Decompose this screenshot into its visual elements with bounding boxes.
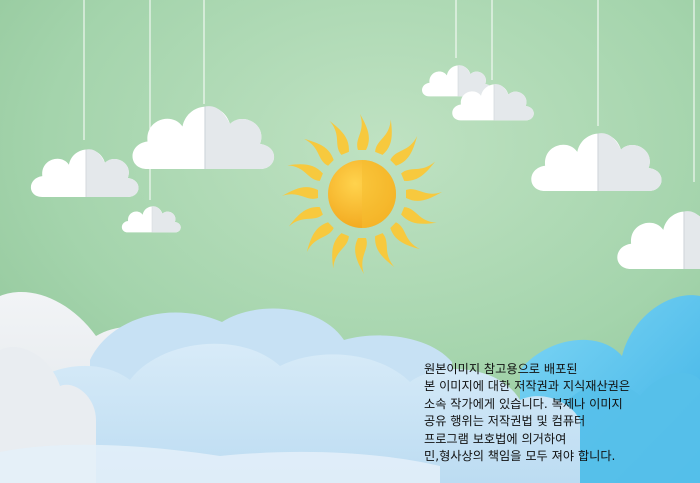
sun-ray (287, 164, 323, 181)
sun-ray (375, 233, 395, 268)
sun-ray (329, 120, 349, 155)
sun-ray (306, 222, 334, 252)
sun-ray (357, 114, 369, 150)
sun-ray (288, 207, 323, 227)
sun-ray (390, 222, 420, 250)
notice-line: 원본이미지 참고용으로 배포된 (424, 362, 578, 376)
notice-line: 소속 작가에게 있습니다. 복제나 이미지 (424, 396, 623, 411)
notice-line: 공유 행위는 저작권법 및 컴퓨터 (424, 414, 586, 429)
bottom-cloud-layers (0, 292, 700, 483)
sun-ray (401, 207, 437, 224)
sun-ray (355, 238, 367, 274)
copyright-notice: 원본이미지 참고용으로 배포된 본 이미지에 대한 저작권과 지식재산권은 소속… (424, 361, 700, 465)
sun-ray (332, 233, 349, 269)
bottom-cloud-white-base (0, 444, 440, 483)
sun-ray (390, 136, 418, 166)
sun-ray (282, 187, 318, 199)
bottom-cloud-blue-front (560, 372, 700, 483)
hanging-strings (83, 0, 695, 200)
sun-rays (282, 114, 442, 274)
sun-ray (304, 138, 334, 166)
notice-line: 민,형사상의 책임을 모두 져야 합니다. (424, 449, 616, 464)
sun-ray (401, 161, 436, 181)
notice-line: 프로그램 보호법에 의거하여 (424, 431, 567, 446)
sun-ray (375, 119, 392, 155)
sun-icon (282, 114, 442, 274)
sun-disc-fold (362, 160, 396, 228)
sun-ray (406, 189, 442, 201)
notice-line: 본 이미지에 대한 저작권과 지식재산권은 (424, 379, 631, 394)
